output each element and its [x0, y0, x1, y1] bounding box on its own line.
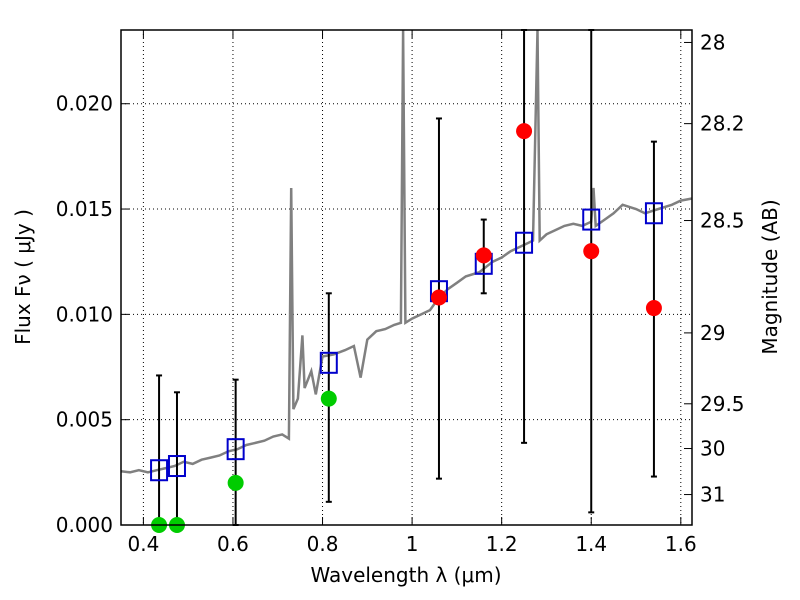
y2-tick-label: 28	[700, 30, 725, 54]
sed-line-group	[120, 29, 693, 474]
x-tick-label: 1.2	[486, 532, 518, 556]
model-square	[167, 455, 186, 478]
green-point	[227, 474, 244, 491]
y2-tick-label: 28.5	[700, 209, 745, 233]
y-tick-label: 0.015	[56, 197, 113, 221]
x-tick-label: 0.4	[127, 532, 159, 556]
y2-axis-label: Magnitude (AB)	[758, 199, 782, 354]
green-point	[320, 390, 337, 407]
plot-border	[120, 29, 693, 526]
sed-line	[120, 29, 693, 474]
red-point	[430, 289, 447, 306]
model-square	[644, 202, 663, 225]
model-squares	[150, 202, 663, 482]
y-tick-label: 0.010	[56, 302, 113, 326]
model-square	[582, 208, 601, 231]
x-axis-label: Wavelength λ (μm)	[310, 563, 501, 587]
x-tick-label: 1	[406, 532, 419, 556]
y-tick-label: 0.020	[56, 92, 113, 116]
y-axis-label: Flux Fν ( μJy )	[11, 209, 35, 345]
y-tick-label: 0.005	[56, 408, 113, 432]
model-square	[515, 231, 534, 254]
model-square	[319, 351, 338, 374]
x-tick-label: 0.6	[217, 532, 249, 556]
y2-tick-label: 30	[700, 437, 725, 461]
red-point	[516, 123, 533, 140]
model-square	[226, 438, 245, 461]
plot-frame	[120, 29, 693, 526]
y2-ticks: 28 28.2 28.5 29 29.5 30 31	[684, 30, 745, 507]
grid	[121, 30, 692, 526]
x-tick-label: 1.4	[575, 532, 607, 556]
red-point	[645, 300, 662, 317]
data-points	[151, 123, 662, 533]
x-tick-label: 0.8	[307, 532, 339, 556]
y2-tick-label: 29.5	[700, 392, 745, 416]
x-ticks: 0.4 0.6 0.8 1 1.2 1.4 1.6	[127, 30, 697, 556]
red-point	[475, 247, 492, 264]
y-tick-label: 0.000	[56, 513, 113, 537]
y2-tick-label: 31	[700, 483, 725, 507]
y-ticks: 0.000 0.005 0.010 0.015 0.020	[56, 92, 129, 537]
y2-tick-label: 28.2	[700, 112, 745, 136]
x-tick-label: 1.6	[665, 532, 697, 556]
model-square	[150, 459, 169, 482]
red-point	[583, 243, 600, 260]
y2-tick-label: 29	[700, 321, 725, 345]
